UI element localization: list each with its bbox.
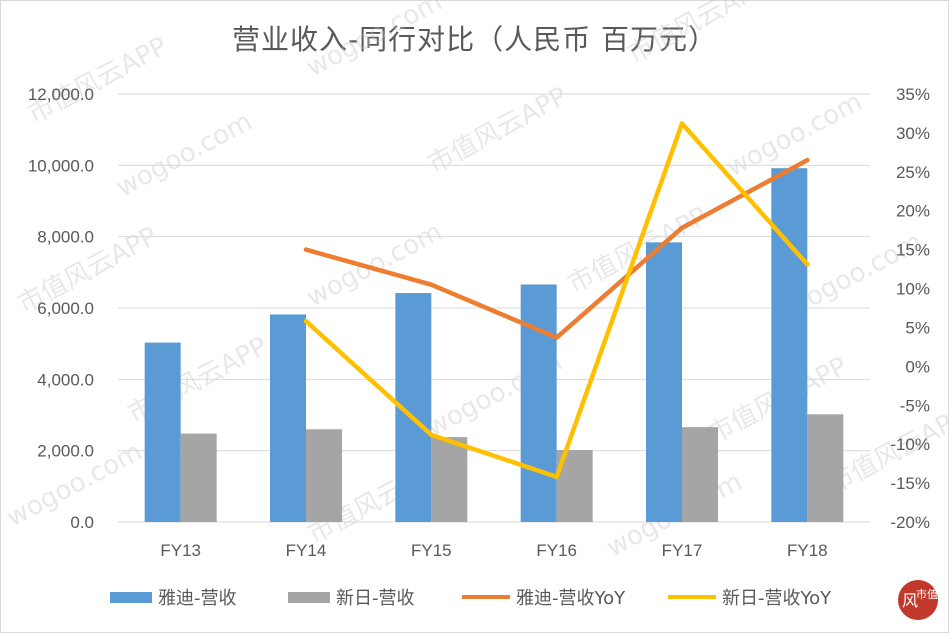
bar-sunra-revenue xyxy=(682,427,718,522)
left-axis-ticks: 0.0 2,000.0 4,000.0 6,000.0 8,000.0 10,000.0 1… xyxy=(28,85,94,532)
right-tick-label: 5% xyxy=(905,318,930,337)
point-yadea-yoy xyxy=(429,282,434,287)
legend-label: 新日-营收YoY xyxy=(722,588,832,609)
legend-label: 雅迪-营收YoY xyxy=(516,588,626,609)
right-tick-label: 15% xyxy=(896,241,930,260)
right-axis-ticks: -20% -15% -10% -5% 0% 5% 10% 15% 20% 25% 30% 35% xyxy=(890,85,930,532)
point-yadea-yoy xyxy=(805,157,810,163)
gridlines xyxy=(118,93,870,523)
bar-sunra-revenue xyxy=(431,437,468,522)
lines xyxy=(303,121,810,480)
point-yadea-yoy xyxy=(554,335,559,340)
category-label: FY18 xyxy=(787,541,828,560)
left-tick-label: 2,000.0 xyxy=(37,442,94,461)
right-tick-label: 35% xyxy=(896,85,930,104)
logo-glyph-b: 市值 xyxy=(916,587,938,601)
bars xyxy=(144,168,844,523)
point-sunra-yoy xyxy=(679,121,685,126)
legend-item-sunra-revenue: 新日-营收 xyxy=(288,584,415,610)
legend-item-sunra-yoy: 新日-营收YoY xyxy=(668,584,831,610)
category-label: FY14 xyxy=(286,541,327,560)
point-sunra-yoy xyxy=(805,262,810,267)
left-tick-label: 4,000.0 xyxy=(37,370,94,389)
right-tick-label: 20% xyxy=(896,202,930,221)
legend-label: 新日-营收 xyxy=(336,588,415,609)
logo-icon: 风 市值 xyxy=(898,580,938,620)
legend-item-yadea-revenue: 雅迪-营收 xyxy=(110,584,237,610)
logo-glyph-a: 风 xyxy=(902,591,918,610)
legend: 雅迪-营收 新日-营收 雅迪-营收YoY 新日-营收YoY xyxy=(0,584,949,610)
right-tick-label: 30% xyxy=(896,124,930,143)
left-tick-label: 0.0 xyxy=(70,513,94,532)
point-sunra-yoy xyxy=(429,432,434,438)
legend-swatch-yadea-bar xyxy=(110,591,152,603)
bar-yadea-revenue xyxy=(520,284,557,522)
left-tick-label: 8,000.0 xyxy=(37,228,94,247)
right-tick-label: -10% xyxy=(890,435,930,454)
left-tick-label: 6,000.0 xyxy=(37,299,94,318)
point-sunra-yoy xyxy=(303,319,309,324)
legend-swatch-sunra-line xyxy=(668,595,716,599)
right-tick-label: -15% xyxy=(890,474,930,493)
right-tick-label: 25% xyxy=(896,163,930,182)
bar-sunra-revenue xyxy=(306,429,342,522)
point-yadea-yoy xyxy=(303,247,309,252)
category-label: FY17 xyxy=(662,541,703,560)
left-tick-label: 10,000.0 xyxy=(28,156,94,175)
bar-sunra-revenue xyxy=(807,414,844,522)
point-yadea-yoy xyxy=(679,225,685,231)
category-label: FY13 xyxy=(160,541,201,560)
chart-title: 营业收入-同行对比（人民币 百万元） xyxy=(231,23,717,56)
legend-swatch-sunra-bar xyxy=(288,591,330,603)
category-labels: FY13 FY14 FY15 FY16 FY17 FY18 xyxy=(160,541,827,560)
right-tick-label: 0% xyxy=(905,357,930,376)
legend-swatch-yadea-line xyxy=(462,595,510,599)
bar-yadea-revenue xyxy=(270,314,306,522)
logo: 风 市值 xyxy=(896,578,940,622)
bar-yadea-revenue xyxy=(771,168,808,523)
right-tick-label: 10% xyxy=(896,280,930,299)
legend-item-yadea-yoy: 雅迪-营收YoY xyxy=(462,584,625,610)
category-label: FY16 xyxy=(536,541,577,560)
left-tick-label: 12,000.0 xyxy=(28,85,94,104)
legend-label: 雅迪-营收 xyxy=(158,588,237,609)
right-tick-label: -20% xyxy=(890,513,930,532)
bar-yadea-revenue xyxy=(144,342,181,522)
category-label: FY15 xyxy=(411,541,452,560)
right-tick-label: -5% xyxy=(900,396,930,415)
point-sunra-yoy xyxy=(554,474,559,480)
bar-yadea-revenue xyxy=(646,242,682,522)
bar-sunra-revenue xyxy=(180,433,217,522)
